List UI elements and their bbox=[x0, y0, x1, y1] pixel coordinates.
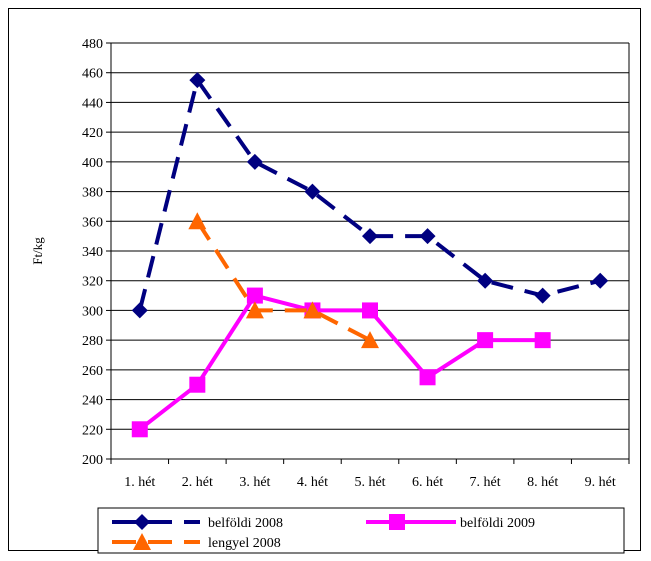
x-tick-label: 2. hét bbox=[182, 475, 213, 490]
data-point bbox=[304, 183, 321, 200]
data-point bbox=[419, 369, 436, 386]
y-tick-label: 400 bbox=[82, 156, 103, 171]
series-2 bbox=[188, 212, 379, 349]
data-point bbox=[362, 228, 378, 245]
data-point bbox=[477, 272, 494, 289]
data-point bbox=[246, 153, 263, 170]
y-tick-label: 440 bbox=[82, 96, 103, 111]
data-point bbox=[131, 421, 148, 438]
y-tick-label: 280 bbox=[82, 334, 103, 349]
y-tick-label: 260 bbox=[82, 364, 103, 379]
legend-label: belföldi 2009 bbox=[460, 516, 535, 531]
x-tick-label: 3. hét bbox=[239, 475, 270, 490]
legend-item: lengyel 2008 bbox=[112, 533, 281, 551]
data-point bbox=[189, 376, 206, 393]
data-point bbox=[131, 302, 148, 319]
y-tick-label: 360 bbox=[82, 215, 103, 230]
x-tick-label: 1. hét bbox=[124, 475, 155, 490]
y-tick-label: 320 bbox=[82, 275, 103, 290]
legend-item: belföldi 2008 bbox=[112, 514, 283, 531]
x-tick-label: 9. hét bbox=[585, 475, 616, 490]
x-tick-label: 8. hét bbox=[527, 475, 558, 490]
legend-label: belföldi 2008 bbox=[208, 516, 283, 531]
y-tick-label: 240 bbox=[82, 394, 103, 409]
legend-item: belföldi 2009 bbox=[366, 514, 535, 531]
legend-marker bbox=[134, 514, 150, 530]
legend-marker bbox=[389, 514, 405, 530]
y-tick-label: 480 bbox=[82, 37, 103, 52]
data-point bbox=[534, 332, 551, 349]
data-point bbox=[419, 228, 436, 245]
y-tick-label: 300 bbox=[82, 304, 103, 319]
x-tick-label: 7. hét bbox=[470, 475, 501, 490]
data-point bbox=[303, 301, 322, 319]
legend-label: lengyel 2008 bbox=[208, 536, 281, 551]
y-tick-label: 380 bbox=[82, 186, 103, 201]
data-point bbox=[189, 72, 206, 89]
y-tick-label: 200 bbox=[82, 453, 103, 468]
series-0 bbox=[131, 72, 609, 319]
y-tick-label: 340 bbox=[82, 245, 103, 260]
data-point bbox=[245, 301, 264, 319]
data-point bbox=[362, 302, 378, 319]
x-tick-label: 5. hét bbox=[354, 475, 385, 490]
data-point bbox=[592, 272, 609, 289]
y-tick-label: 420 bbox=[82, 126, 103, 141]
data-point bbox=[361, 331, 379, 349]
data-point bbox=[477, 332, 494, 349]
legend bbox=[97, 507, 625, 554]
series-line bbox=[195, 220, 371, 342]
data-point bbox=[188, 212, 207, 230]
legend-marker bbox=[133, 533, 151, 550]
data-point bbox=[534, 287, 551, 304]
y-tick-label: 460 bbox=[82, 67, 103, 82]
x-tick-label: 6. hét bbox=[412, 475, 443, 490]
x-tick-label: 4. hét bbox=[297, 475, 328, 490]
y-axis-label: Ft/kg bbox=[30, 237, 45, 265]
y-tick-label: 220 bbox=[82, 423, 103, 438]
series-line bbox=[138, 293, 543, 431]
data-point bbox=[246, 287, 263, 304]
